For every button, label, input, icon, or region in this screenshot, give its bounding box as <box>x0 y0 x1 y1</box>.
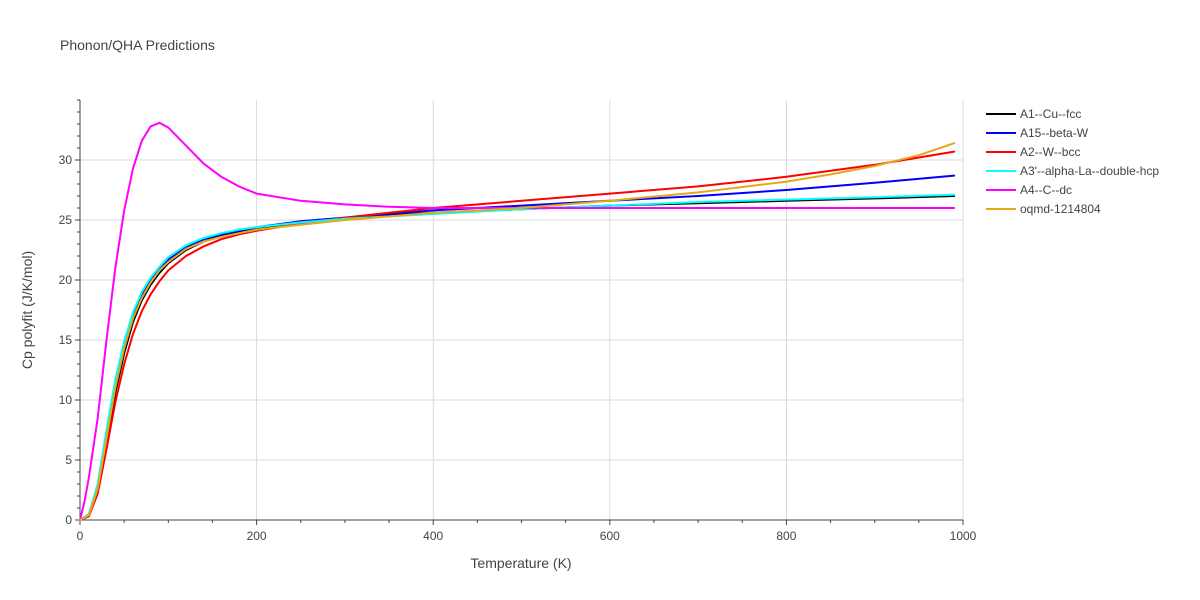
legend-label: A1--Cu--fcc <box>1020 107 1081 121</box>
y-tick-label: 5 <box>65 453 72 467</box>
series-line-0 <box>79 195 956 521</box>
x-tick-label: 800 <box>776 529 796 543</box>
y-tick-label: 10 <box>59 393 73 407</box>
legend[interactable]: A1--Cu--fcc A15--beta-W A2--W--bcc A3'--alp… <box>986 107 1159 216</box>
series-line-4 <box>79 121 956 521</box>
axes: 0 200 400 600 800 1000 0 5 10 15 20 25 30 <box>59 99 977 543</box>
chart-title: Phonon/QHA Predictions <box>60 37 215 53</box>
series-line-5 <box>79 142 956 521</box>
y-tick-label: 25 <box>59 213 73 227</box>
legend-label: A3'--alpha-La--double-hcp <box>1020 164 1159 178</box>
legend-item-3[interactable]: A3'--alpha-La--double-hcp <box>986 164 1159 178</box>
legend-item-1[interactable]: A15--beta-W <box>986 126 1089 140</box>
grid <box>80 100 964 520</box>
series-line-3 <box>79 193 956 521</box>
y-tick-label: 0 <box>65 513 72 527</box>
x-tick-label: 600 <box>600 529 620 543</box>
legend-label: A4--C--dc <box>1020 183 1072 197</box>
x-tick-label: 0 <box>77 529 84 543</box>
y-axis-label: Cp polyfit (J/K/mol) <box>19 251 35 369</box>
plot-area <box>79 121 956 521</box>
y-tick-label: 30 <box>59 153 73 167</box>
x-axis-label: Temperature (K) <box>470 555 571 571</box>
x-tick-label: 400 <box>423 529 443 543</box>
y-tick-label: 20 <box>59 273 73 287</box>
legend-label: oqmd-1214804 <box>1020 202 1101 216</box>
y-tick-label: 15 <box>59 333 73 347</box>
legend-label: A15--beta-W <box>1020 126 1089 140</box>
x-tick-label: 1000 <box>950 529 977 543</box>
legend-item-0[interactable]: A1--Cu--fcc <box>986 107 1081 121</box>
legend-item-2[interactable]: A2--W--bcc <box>986 145 1080 159</box>
x-tick-label: 200 <box>247 529 267 543</box>
series-line-2 <box>79 150 956 521</box>
legend-item-4[interactable]: A4--C--dc <box>986 183 1072 197</box>
legend-item-5[interactable]: oqmd-1214804 <box>986 202 1101 216</box>
series-line-1 <box>79 174 956 521</box>
legend-label: A2--W--bcc <box>1020 145 1080 159</box>
